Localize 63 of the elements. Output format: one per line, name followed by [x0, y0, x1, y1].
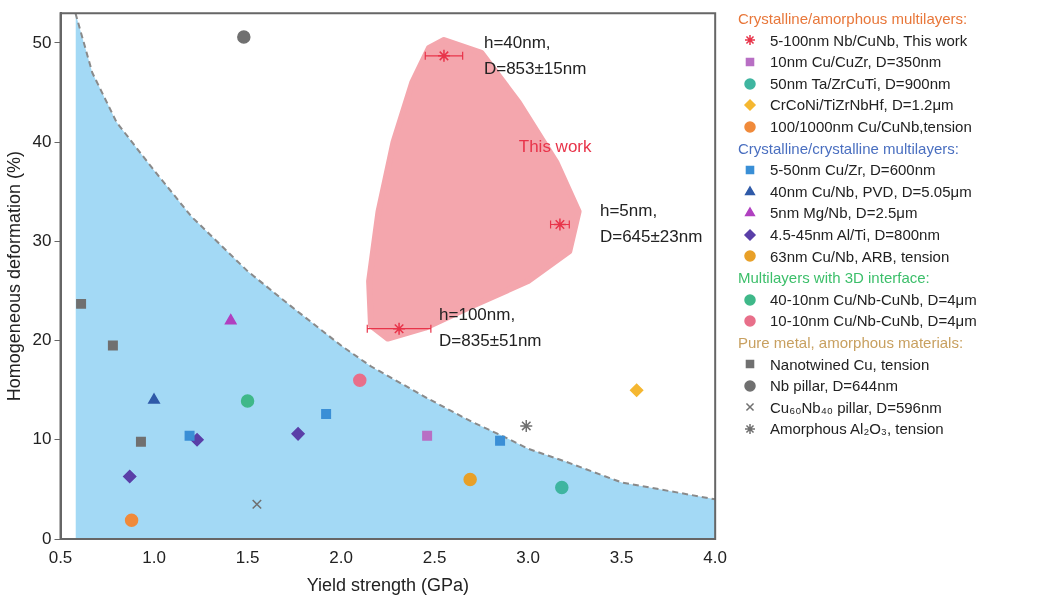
- point: [437, 49, 451, 63]
- point: [124, 513, 139, 527]
- point: [148, 393, 160, 404]
- legend-label: Nanotwined Cu, tension: [770, 354, 930, 375]
- x-tick-label: 4.0: [703, 547, 727, 567]
- point: [184, 430, 195, 441]
- point: [321, 409, 332, 419]
- legend-title: Crystalline/amorphous multilayers:: [738, 9, 969, 29]
- y-tick-label: 10: [32, 429, 52, 449]
- point: [519, 419, 534, 433]
- legend-label: 4.5-45nm Al/Ti, D=800nm: [770, 224, 940, 245]
- point: [135, 436, 146, 447]
- x-axis-title: Yield strength (GPa): [306, 575, 470, 596]
- point: [463, 472, 477, 487]
- legend-label: 40nm Cu/Nb, PVD, D=5.05μm: [770, 181, 972, 202]
- legend-label: 40-10nm Cu/Nb-CuNb, D=4μm: [770, 289, 977, 310]
- y-tick-label: 40: [32, 131, 52, 151]
- point: [107, 340, 118, 351]
- point: [240, 394, 255, 408]
- text: Pure metal, amorphous materials:: [738, 332, 965, 353]
- y-tick-label: 20: [32, 330, 52, 350]
- legend-label: Amorphous Al₂O₃, tension: [770, 419, 944, 440]
- point: [291, 427, 305, 441]
- point: [422, 430, 433, 441]
- legend-label: 63nm Cu/Nb, ARB, tension: [770, 246, 950, 267]
- y-tick-label: 50: [32, 32, 52, 52]
- annotation: h=40nm, D=853±15nm: [483, 32, 587, 78]
- point: [553, 217, 567, 232]
- point: [76, 298, 87, 309]
- point: [495, 435, 506, 446]
- x-tick-label: 0.5: [48, 547, 73, 567]
- legend-label: 10-10nm Cu/Nb-CuNb, D=4μm: [770, 311, 977, 332]
- legend-label: CrCoNi/TiZrNbHf, D=1.2μm: [770, 95, 954, 116]
- point: [237, 30, 251, 44]
- y-axis-title: Homogeneous deformation (%): [3, 151, 24, 402]
- x-tick-label: 2.5: [422, 547, 447, 567]
- point: [629, 383, 644, 397]
- text: Crystalline/crystalline multilayers:: [738, 138, 960, 159]
- point: [224, 313, 237, 325]
- point: [251, 499, 262, 510]
- legend-label: 5nm Mg/Nb, D=2.5μm: [770, 203, 918, 224]
- legend-label: 10nm Cu/CuZr, D=350nm: [770, 52, 942, 73]
- annotation: h=5nm, D=645±23nm: [599, 201, 703, 247]
- annotation: h=100nm, D=835±51nm: [439, 305, 542, 351]
- point: [392, 321, 406, 336]
- text: Multilayers with 3D interface:: [738, 268, 931, 289]
- legend-label: 5-100nm Nb/CuNb, This work: [770, 30, 968, 51]
- x-tick-label: 2.0: [329, 547, 353, 567]
- point: [353, 373, 367, 388]
- legend-label: Cu₆₀Nb₄₀ pillar, D=596nm: [770, 397, 942, 418]
- y-tick-label: 30: [32, 231, 52, 251]
- point: [555, 480, 569, 495]
- point: [122, 469, 137, 484]
- legend-label: 100/1000nm Cu/CuNb,tension: [770, 116, 972, 137]
- y-tick-label: 0: [42, 528, 52, 548]
- x-tick-label: 3.0: [516, 547, 540, 567]
- annotation: This work: [518, 136, 593, 156]
- legend-label: Nb pillar, D=644nm: [770, 376, 898, 397]
- legend-label: 50nm Ta/ZrCuTi, D=900nm: [770, 73, 951, 94]
- x-tick-label: 1.0: [142, 547, 166, 567]
- legend-label: 5-50nm Cu/Zr, D=600nm: [770, 160, 936, 181]
- x-tick-label: 1.5: [235, 547, 260, 567]
- x-tick-label: 3.5: [609, 547, 634, 567]
